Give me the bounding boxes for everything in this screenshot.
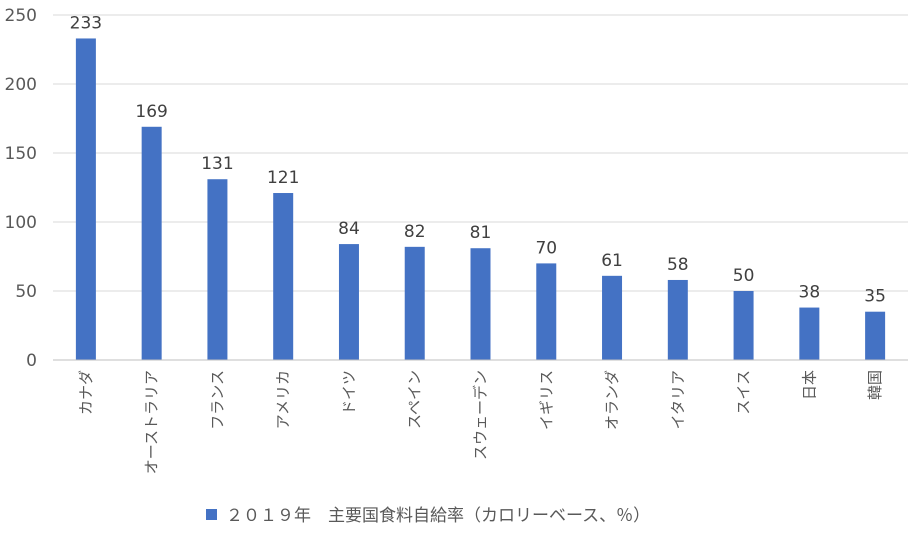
bars bbox=[75, 38, 886, 361]
bar bbox=[404, 246, 425, 360]
data-label: 38 bbox=[799, 283, 821, 303]
x-category-label: イタリア bbox=[669, 370, 687, 429]
x-category-label: スイス bbox=[735, 370, 753, 415]
bar bbox=[799, 307, 820, 360]
data-label: 58 bbox=[667, 255, 689, 275]
y-tick-label: 0 bbox=[26, 351, 37, 371]
x-category-label: 韓国 bbox=[866, 370, 884, 400]
y-tick-label: 250 bbox=[5, 6, 37, 26]
x-category-label: フランス bbox=[208, 370, 226, 430]
legend-swatch bbox=[206, 509, 217, 520]
data-label: 50 bbox=[733, 266, 755, 286]
data-label: 84 bbox=[338, 219, 360, 239]
data-label: 70 bbox=[535, 238, 557, 258]
x-category-label: ドイツ bbox=[340, 370, 358, 415]
y-tick-label: 100 bbox=[5, 213, 37, 233]
bar bbox=[75, 38, 96, 361]
data-label: 82 bbox=[404, 222, 426, 242]
bar bbox=[536, 263, 557, 360]
data-label: 35 bbox=[864, 287, 886, 307]
x-category-label: カナダ bbox=[77, 370, 95, 415]
x-category-label: スウェーデン bbox=[472, 370, 490, 460]
x-category-label: スペイン bbox=[406, 370, 424, 429]
y-tick-label: 200 bbox=[5, 75, 37, 95]
y-axis-tick-labels: 0 50 100 150 200 250 bbox=[5, 6, 37, 371]
x-category-label: 日本 bbox=[800, 370, 818, 400]
bar bbox=[273, 193, 294, 360]
x-category-label: オーストラリア bbox=[143, 370, 161, 474]
bar bbox=[602, 275, 623, 360]
bar bbox=[470, 248, 491, 360]
x-category-label: オランダ bbox=[603, 370, 621, 430]
legend-label: ２０１９年 主要国食料自給率（カロリーベース、％） bbox=[226, 506, 650, 526]
legend: ２０１９年 主要国食料自給率（カロリーベース、％） bbox=[206, 506, 650, 526]
bar bbox=[667, 279, 688, 360]
x-axis-category-labels: カナダ オーストラリア フランス アメリカ ドイツ スペイン スウェーデン イギリス オランダ イ… bbox=[77, 370, 884, 474]
bar bbox=[207, 179, 228, 360]
data-label: 233 bbox=[70, 13, 102, 33]
data-label: 121 bbox=[267, 168, 299, 188]
data-label: 169 bbox=[135, 102, 167, 122]
x-category-label: イギリス bbox=[537, 370, 555, 430]
x-category-label: アメリカ bbox=[274, 370, 292, 429]
data-label: 81 bbox=[470, 223, 492, 243]
y-tick-label: 50 bbox=[15, 282, 37, 302]
bar bbox=[141, 126, 162, 360]
y-tick-label: 150 bbox=[5, 144, 37, 164]
data-labels: 233 169 131 121 84 82 81 70 61 58 50 38 35 bbox=[70, 13, 886, 306]
gridlines bbox=[53, 14, 908, 292]
data-label: 131 bbox=[201, 154, 233, 174]
bar bbox=[338, 244, 359, 360]
bar bbox=[733, 291, 754, 360]
bar bbox=[865, 311, 886, 360]
data-label: 61 bbox=[601, 251, 623, 271]
